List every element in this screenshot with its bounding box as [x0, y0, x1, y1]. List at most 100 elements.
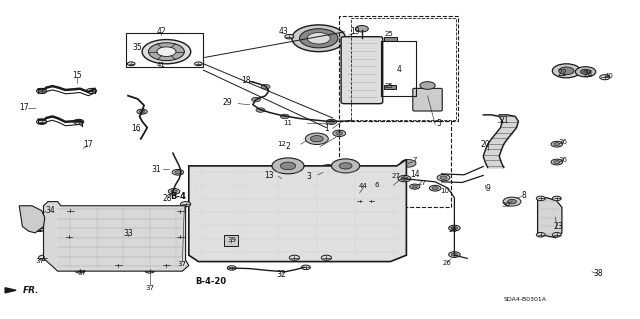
Circle shape [336, 132, 343, 135]
Text: 40: 40 [605, 73, 614, 78]
Polygon shape [5, 288, 16, 293]
Circle shape [36, 119, 47, 124]
Polygon shape [538, 198, 562, 238]
Text: 25: 25 [385, 83, 394, 89]
Circle shape [580, 69, 591, 74]
Text: 25: 25 [385, 31, 394, 37]
Circle shape [551, 141, 563, 147]
Circle shape [440, 176, 447, 179]
Text: 31: 31 [151, 165, 161, 174]
Circle shape [137, 109, 147, 114]
Text: B-4: B-4 [170, 192, 186, 201]
Circle shape [559, 67, 574, 75]
Circle shape [321, 255, 332, 260]
Circle shape [600, 75, 610, 80]
Circle shape [451, 226, 458, 230]
Circle shape [252, 97, 260, 102]
Circle shape [175, 171, 181, 174]
Text: 26: 26 [449, 227, 458, 233]
Text: 3: 3 [307, 172, 312, 181]
Circle shape [437, 174, 450, 181]
Text: FR.: FR. [22, 286, 39, 295]
Circle shape [261, 85, 270, 89]
FancyBboxPatch shape [413, 88, 442, 111]
Circle shape [171, 190, 177, 193]
Circle shape [127, 62, 135, 66]
Text: 18: 18 [242, 76, 251, 85]
Circle shape [113, 263, 124, 268]
Circle shape [145, 268, 155, 273]
Circle shape [307, 33, 330, 44]
Bar [224, 235, 238, 246]
Text: SDA4-B0301A: SDA4-B0301A [503, 297, 547, 302]
Text: 22: 22 [557, 69, 566, 78]
Text: 37: 37 [178, 261, 187, 267]
Text: 36: 36 [559, 157, 568, 163]
Circle shape [319, 165, 337, 174]
Circle shape [301, 265, 310, 270]
Circle shape [148, 43, 184, 61]
FancyBboxPatch shape [341, 37, 383, 104]
Circle shape [420, 82, 435, 89]
Circle shape [180, 202, 191, 207]
Circle shape [175, 234, 186, 239]
Text: 37: 37 [35, 258, 44, 263]
Circle shape [86, 88, 97, 93]
Text: 21: 21 [500, 116, 509, 125]
Text: 4: 4 [396, 65, 401, 74]
Text: 37: 37 [77, 271, 86, 276]
Text: 2: 2 [285, 142, 291, 151]
Circle shape [575, 67, 596, 77]
Circle shape [300, 29, 338, 48]
Text: 38: 38 [593, 269, 604, 278]
Text: 34: 34 [45, 206, 55, 215]
Text: 43: 43 [278, 27, 289, 36]
Text: 35: 35 [132, 43, 143, 52]
Circle shape [384, 178, 394, 183]
Circle shape [195, 62, 202, 66]
Circle shape [429, 185, 441, 191]
Text: 32: 32 [276, 270, 287, 279]
Circle shape [432, 187, 438, 190]
Circle shape [503, 197, 521, 206]
Circle shape [161, 263, 172, 268]
Bar [384, 37, 397, 41]
Text: 41: 41 [157, 63, 166, 68]
Text: 16: 16 [131, 124, 141, 133]
Circle shape [552, 196, 561, 201]
Polygon shape [19, 206, 45, 233]
Circle shape [227, 266, 236, 270]
Text: 27: 27 [391, 173, 400, 179]
Circle shape [536, 233, 545, 237]
Text: 28: 28 [163, 194, 172, 203]
Text: 11: 11 [284, 120, 292, 126]
Circle shape [410, 184, 420, 189]
Circle shape [326, 119, 337, 124]
Circle shape [356, 199, 364, 203]
Circle shape [554, 160, 560, 164]
Circle shape [339, 163, 352, 169]
Circle shape [536, 196, 545, 201]
Circle shape [75, 268, 85, 273]
Circle shape [552, 64, 580, 78]
Text: 29: 29 [222, 98, 232, 107]
Circle shape [387, 179, 392, 182]
Text: 17: 17 [19, 103, 29, 112]
Circle shape [175, 209, 186, 214]
Circle shape [554, 143, 560, 146]
Circle shape [168, 189, 180, 194]
Circle shape [36, 228, 44, 232]
Text: 15: 15 [72, 71, 82, 80]
Text: 17: 17 [83, 140, 93, 149]
Text: 10: 10 [440, 189, 449, 194]
Text: 44: 44 [359, 183, 368, 189]
Circle shape [552, 233, 561, 237]
Circle shape [449, 252, 460, 257]
Text: 1: 1 [324, 124, 329, 133]
Text: 26: 26 [442, 260, 451, 266]
Text: 24: 24 [584, 70, 594, 78]
Circle shape [289, 255, 300, 260]
Text: 14: 14 [410, 170, 420, 179]
Text: 20: 20 [480, 140, 490, 149]
Circle shape [172, 169, 184, 175]
